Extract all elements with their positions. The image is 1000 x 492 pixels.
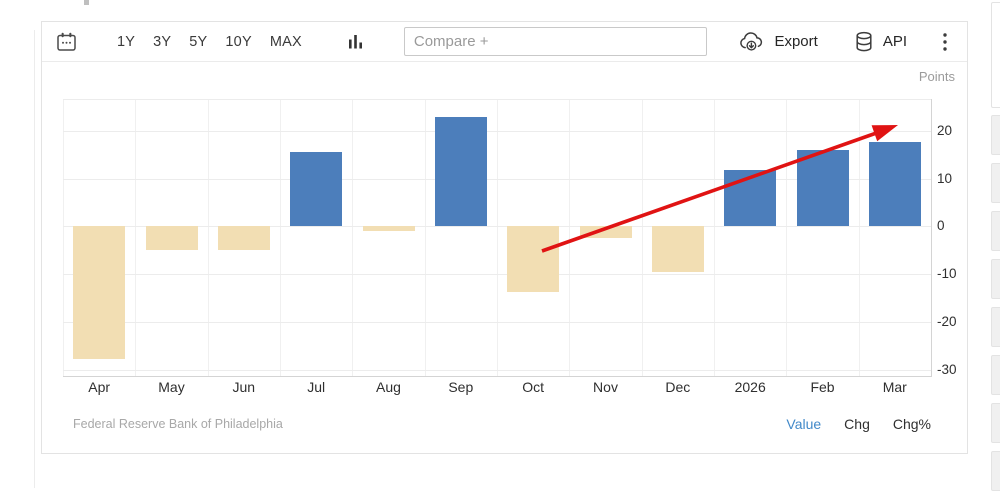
xaxis-category-label: Oct [522, 379, 545, 395]
vertical-gridline [424, 99, 426, 376]
page-left-divider [34, 30, 35, 488]
bar-2026[interactable] [724, 169, 777, 227]
value-mode-switch: Value Chg Chg% [786, 416, 931, 432]
bar-oct[interactable] [507, 226, 560, 293]
bar-nov[interactable] [579, 226, 632, 238]
horizontal-gridline [63, 369, 931, 371]
vertical-gridline [786, 99, 788, 376]
cloud-download-icon [738, 31, 765, 52]
cropped-panel-box [991, 355, 1000, 395]
vertical-gridline [497, 99, 498, 376]
cropped-page-artifact [84, 0, 89, 5]
vertical-gridline [63, 99, 64, 376]
footer-link-chg[interactable]: Chg [844, 416, 870, 432]
yaxis-tick-label: -10 [937, 266, 957, 281]
api-label: API [882, 33, 907, 50]
xaxis-category-label: Jul [307, 379, 326, 395]
horizontal-gridline [63, 226, 931, 228]
cropped-panel-box [991, 451, 1000, 491]
bar-feb[interactable] [796, 150, 849, 227]
footer-link-chg-pct[interactable]: Chg% [892, 416, 931, 432]
xaxis-line [63, 376, 932, 377]
yaxis-tick-label: 20 [937, 122, 953, 138]
bar-aug[interactable] [362, 226, 415, 232]
horizontal-gridline [63, 130, 931, 132]
range-buttons: 1Y 3Y 5Y 10Y MAX [117, 34, 302, 50]
xaxis-category-label: 2026 [734, 379, 766, 395]
xaxis-category-label: Feb [810, 379, 835, 395]
xaxis-category-label: Jun [232, 379, 256, 395]
xaxis-category-label: Dec [665, 379, 691, 395]
yaxis-line [931, 99, 932, 376]
cropped-panel-box [991, 211, 1000, 251]
chart-toolbar: 1Y 3Y 5Y 10Y MAX Export [42, 22, 967, 62]
vertical-gridline [641, 99, 643, 376]
vertical-gridline [352, 99, 354, 376]
cropped-panel-box [991, 163, 1000, 203]
cropped-panel-box [991, 2, 1000, 108]
api-button[interactable]: API [854, 31, 907, 53]
calendar-icon[interactable] [56, 32, 77, 52]
range-button-5y[interactable]: 5Y [189, 33, 208, 50]
column-chart-icon[interactable] [348, 33, 364, 50]
horizontal-gridline [63, 178, 931, 180]
xaxis-category-label: Aug [376, 379, 401, 395]
yaxis-tick-label: -30 [937, 361, 957, 377]
bar-mar[interactable] [868, 141, 921, 227]
range-button-max[interactable]: MAX [269, 33, 302, 50]
toolbar-right-group: Export API [738, 31, 951, 53]
horizontal-gridline [63, 274, 931, 275]
xaxis-category-label: Nov [593, 379, 618, 395]
xaxis-category-label: Sep [448, 379, 474, 395]
vertical-gridline [569, 99, 571, 376]
yaxis-unit-label: Points [918, 69, 955, 84]
yaxis-tick-label: -20 [937, 313, 957, 329]
chart-source-text: Federal Reserve Bank of Philadelphia [73, 417, 283, 431]
range-button-1y[interactable]: 1Y [117, 33, 136, 50]
bar-dec[interactable] [651, 226, 704, 273]
database-icon [854, 31, 874, 53]
cropped-panel-box [991, 259, 1000, 299]
yaxis-tick-label: 10 [937, 170, 953, 186]
footer-link-value[interactable]: Value [786, 416, 822, 432]
xaxis-category-label: May [158, 379, 185, 395]
range-button-10y[interactable]: 10Y [225, 33, 252, 50]
export-button[interactable]: Export [738, 31, 818, 52]
compare-input[interactable] [403, 27, 707, 56]
xaxis-category-label: Mar [882, 379, 907, 395]
vertical-gridline [714, 99, 715, 376]
bar-may[interactable] [145, 226, 198, 250]
bar-sep[interactable] [434, 116, 487, 227]
horizontal-gridline [63, 321, 931, 323]
cropped-panel-box [991, 403, 1000, 443]
xaxis-category-label: Apr [88, 379, 111, 395]
range-button-3y[interactable]: 3Y [153, 33, 172, 50]
vertical-gridline [858, 99, 860, 376]
cropped-panel-box [991, 115, 1000, 155]
export-label: Export [774, 33, 818, 50]
bar-jul[interactable] [290, 151, 343, 227]
bar-jun[interactable] [217, 226, 270, 250]
kebab-menu-icon[interactable] [943, 32, 947, 51]
vertical-gridline [207, 99, 209, 376]
cropped-panel-box [991, 307, 1000, 347]
vertical-gridline [135, 99, 137, 376]
bar-apr[interactable] [73, 226, 126, 360]
plot-top-border [63, 99, 931, 100]
yaxis-tick-label: 0 [937, 218, 945, 234]
vertical-gridline [280, 99, 281, 376]
chart-card: 1Y 3Y 5Y 10Y MAX Export [41, 21, 968, 454]
